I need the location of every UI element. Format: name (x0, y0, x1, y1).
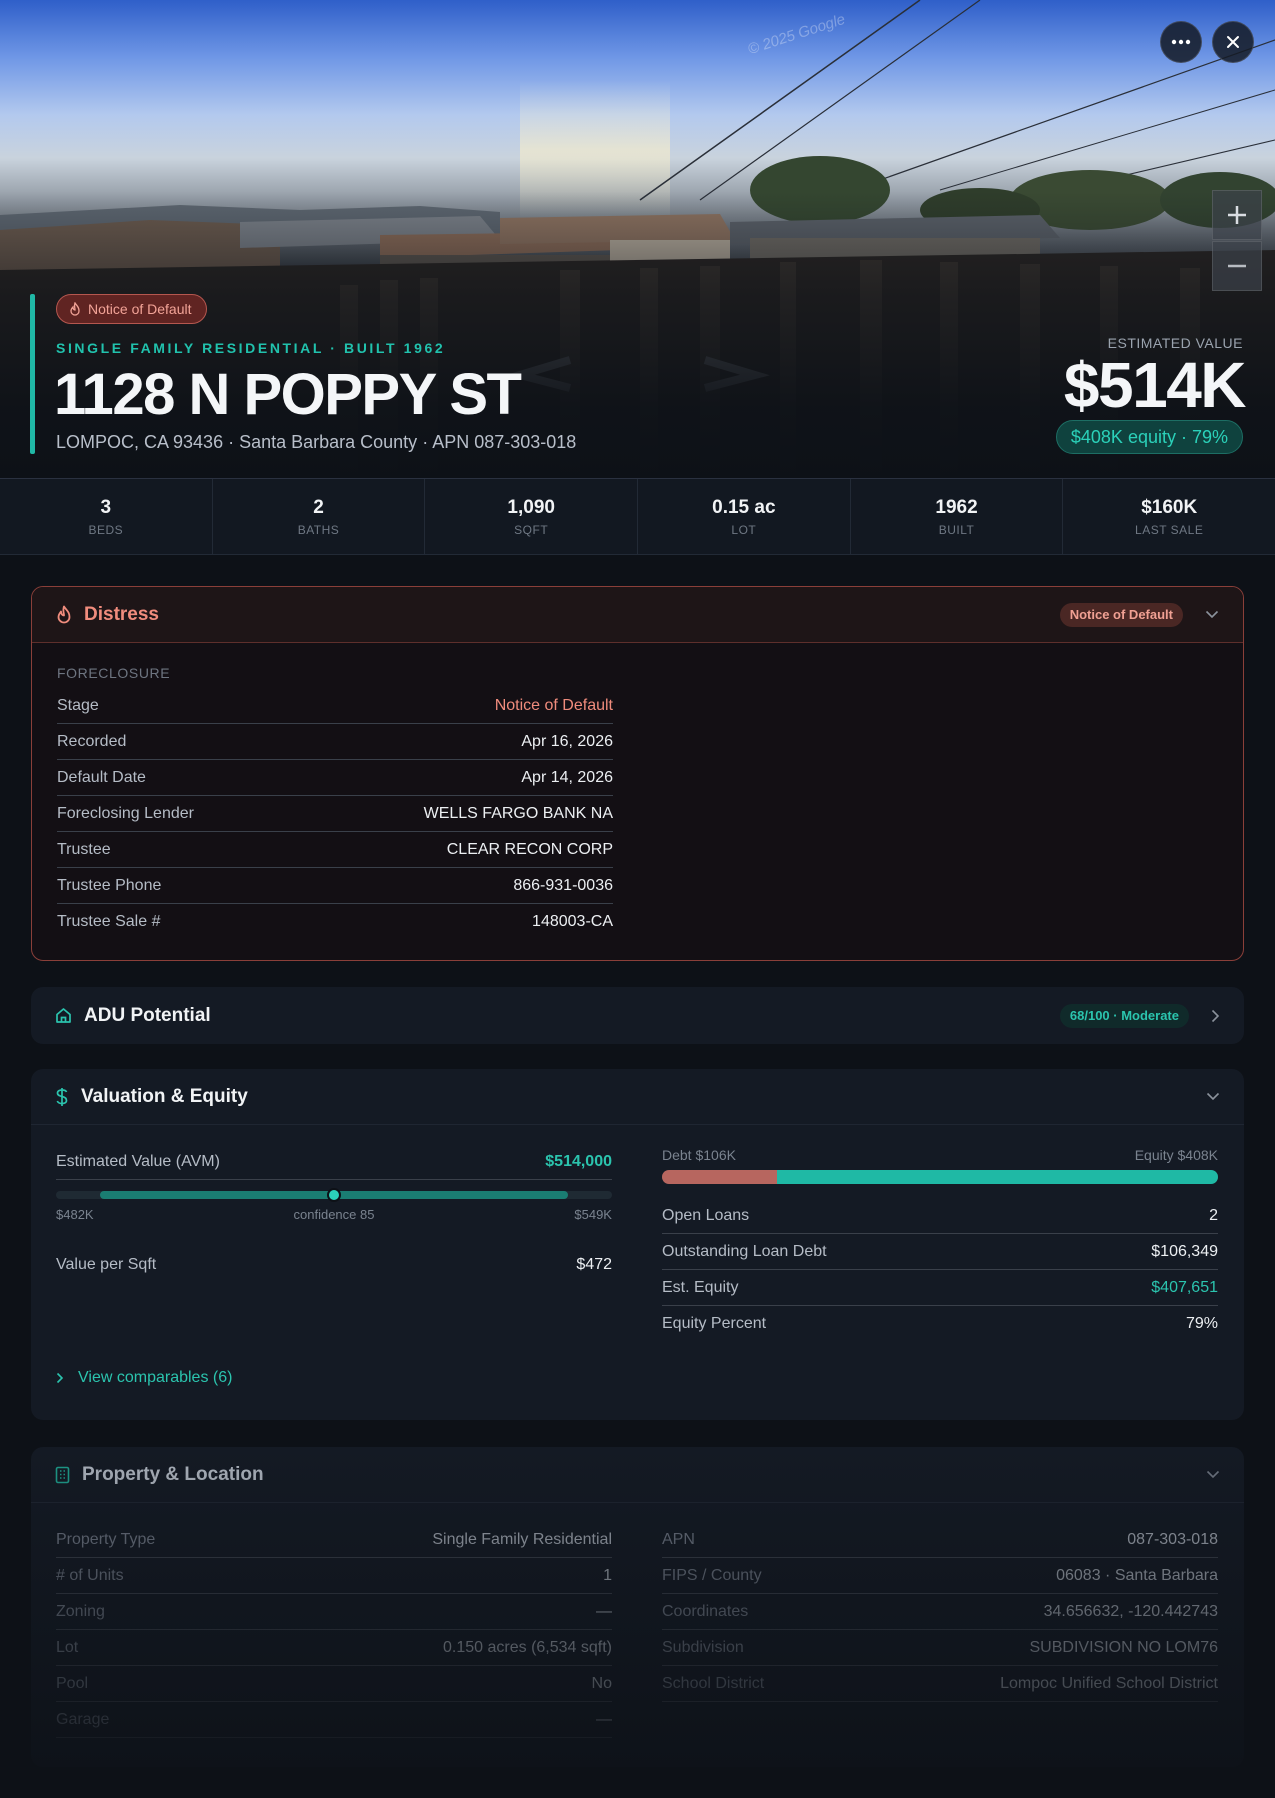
adu-title: ADU Potential (84, 1004, 211, 1026)
avm-confidence-range (56, 1188, 612, 1202)
equity-segment (777, 1170, 1218, 1184)
hero-accent-bar (30, 294, 35, 454)
stat-built: 1962 BUILT (851, 479, 1064, 554)
kv-subdivision: Subdivision SUBDIVISION NO LOM76 (662, 1630, 1218, 1666)
home-icon (56, 1008, 71, 1023)
kv-fips-county: FIPS / County 06083 · Santa Barbara (662, 1558, 1218, 1594)
stat-beds: 3 BEDS (0, 479, 213, 554)
kv-est-equity: Est. Equity $407,651 (662, 1270, 1218, 1306)
kv-outstanding-debt: Outstanding Loan Debt $106,349 (662, 1234, 1218, 1270)
kv-equity-percent: Equity Percent 79% (662, 1315, 1218, 1332)
valuation-header[interactable]: Valuation & Equity (31, 1069, 1244, 1125)
chevron-right-icon[interactable] (1211, 1009, 1220, 1023)
more-horizontal-icon (1171, 39, 1191, 45)
adu-header[interactable]: ADU Potential 68/100 · Moderate (31, 987, 1244, 1044)
dollar-icon (56, 1087, 68, 1106)
debt-equity-labels: Debt $106K Equity $408K (662, 1147, 1218, 1163)
distress-card: Distress Notice of Default FORECLOSURE S… (31, 586, 1244, 961)
distress-title: Distress (84, 603, 159, 625)
avm-range-labels: $482K confidence 85 $549K (56, 1207, 612, 1222)
chevron-down-icon[interactable] (1205, 610, 1219, 619)
zoom-in-button[interactable] (1212, 190, 1262, 240)
kv-apn: APN 087-303-018 (662, 1522, 1218, 1558)
kv-coordinates: Coordinates 34.656632, -120.442743 (662, 1594, 1218, 1630)
kv-units: # of Units 1 (56, 1558, 612, 1594)
flame-icon (70, 302, 80, 316)
stat-sqft: 1,090 SQFT (425, 479, 639, 554)
property-address-title: 1128 N POPPY ST (54, 362, 522, 427)
stat-baths: 2 BATHS (213, 479, 426, 554)
kv-lot: Lot 0.150 acres (6,534 sqft) (56, 1630, 612, 1666)
kv-open-loans: Open Loans 2 (662, 1198, 1218, 1234)
foreclosure-section-label: FORECLOSURE (57, 665, 171, 681)
kv-trustee-phone: Trustee Phone 866-931-0036 (57, 868, 613, 904)
view-comparables-link[interactable]: View comparables (6) (56, 1369, 232, 1387)
badge-label: Notice of Default (88, 301, 192, 317)
range-confidence: confidence 85 (293, 1207, 375, 1222)
property-title: Property & Location (82, 1463, 264, 1485)
avm-range-marker (327, 1188, 341, 1202)
kv-property-type: Property Type Single Family Residential (56, 1522, 612, 1558)
more-options-button[interactable] (1160, 21, 1202, 63)
equity-pill: $408K equity · 79% (1055, 420, 1243, 454)
equity-label: Equity $408K (1134, 1147, 1218, 1163)
close-button[interactable] (1212, 21, 1254, 63)
estimated-value: $514K (1063, 349, 1247, 421)
distress-header[interactable]: Distress Notice of Default (32, 587, 1243, 643)
debt-label: Debt $106K (662, 1147, 736, 1163)
debt-equity-bar (662, 1170, 1218, 1184)
plus-icon (1228, 206, 1246, 224)
estimated-value-label: ESTIMATED VALUE (1107, 335, 1243, 351)
adu-card[interactable]: ADU Potential 68/100 · Moderate (31, 987, 1244, 1044)
kv-garage: Garage — (56, 1702, 612, 1738)
minus-icon (1228, 264, 1246, 268)
kv-value-per-sqft: Value per Sqft $472 (56, 1256, 612, 1273)
adu-score-badge: 68/100 · Moderate (1059, 1003, 1189, 1028)
kv-trustee-sale: Trustee Sale #148003-CA (57, 913, 613, 930)
property-header[interactable]: Property & Location (31, 1447, 1244, 1503)
kv-school-district: School District Lompoc Unified School Dis… (662, 1666, 1218, 1702)
chevron-down-icon[interactable] (1206, 1092, 1220, 1101)
zoom-out-button[interactable] (1212, 241, 1262, 291)
kv-recorded: Recorded Apr 16, 2026 (57, 724, 613, 760)
property-location-card: Property & Location Property Type Single … (31, 1447, 1244, 1767)
kv-pool: Pool No (56, 1666, 612, 1702)
kv-default-date: Default Date Apr 14, 2026 (57, 760, 613, 796)
range-high: $549K (574, 1207, 612, 1222)
range-low: $482K (56, 1207, 94, 1222)
notice-of-default-badge: Notice of Default (56, 294, 207, 324)
kv-zoning: Zoning — (56, 1594, 612, 1630)
stat-last-sale: $160K LAST SALE (1135, 496, 1204, 537)
property-subtitle: SINGLE FAMILY RESIDENTIAL · BUILT 1962 (56, 340, 446, 356)
hero-divider (0, 478, 1275, 479)
kv-avm: Estimated Value (AVM) $514,000 (56, 1144, 612, 1180)
kv-stage: Stage Notice of Default (57, 688, 613, 724)
building-icon (55, 1466, 70, 1483)
property-location: LOMPOC, CA 93436 · Santa Barbara County … (56, 432, 577, 452)
view-comparables-label: View comparables (6) (78, 1369, 233, 1386)
debt-segment (662, 1170, 778, 1184)
kv-trustee: Trustee CLEAR RECON CORP (57, 832, 613, 868)
property-stats-bar: 3 BEDS 2 BATHS 1,090 SQFT 0.15 ac LOT 1962 BU… (0, 479, 1275, 555)
chevron-down-icon[interactable] (1206, 1470, 1220, 1479)
chevron-right-icon (56, 1372, 64, 1384)
flame-icon (57, 605, 71, 624)
hero-gradient-overlay (0, 0, 1275, 479)
valuation-card: Valuation & Equity Estimated Value (AVM)… (31, 1069, 1244, 1420)
stat-lot: 0.15 ac LOT (638, 479, 851, 554)
hero-street-view[interactable]: © 2025 Google Notice of Default SINGLE F… (0, 0, 1275, 479)
kv-foreclosing-lender: Foreclosing Lender WELLS FARGO BANK NA (57, 796, 613, 832)
close-icon (1227, 36, 1239, 48)
valuation-title: Valuation & Equity (81, 1085, 248, 1107)
distress-badge: Notice of Default (1059, 602, 1183, 627)
